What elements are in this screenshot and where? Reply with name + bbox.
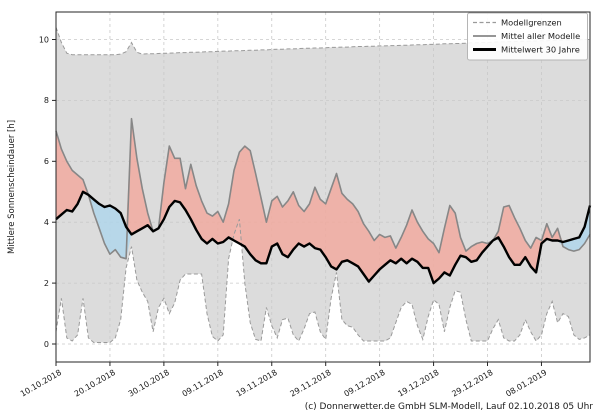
x-tick-label: 20.10.2018 — [73, 368, 117, 399]
y-tick-label: 6 — [44, 157, 49, 166]
x-tick-label: 19.11.2018 — [235, 368, 279, 399]
credit-text: (c) Donnerwetter.de GmbH SLM-Modell, Lau… — [304, 402, 593, 412]
y-axis-label: Mittlere Sonnenscheindauer [h] — [7, 120, 17, 254]
x-tick-label: 19.12.2018 — [396, 368, 440, 399]
plot-border — [55, 11, 591, 363]
line-layer — [55, 117, 592, 285]
legend-box — [467, 12, 588, 61]
x-tick-label: 30.10.2018 — [127, 368, 171, 399]
x-tick-label: 09.12.2018 — [342, 368, 386, 399]
x-tick-label: 29.12.2018 — [450, 368, 494, 399]
x-tick-label: 10.10.2018 — [19, 368, 63, 399]
y-tick-label: 4 — [44, 218, 49, 227]
legend-label: Modellgrenzen — [501, 18, 562, 28]
above-normal-fill — [56, 118, 590, 284]
y-tick-label: 2 — [44, 279, 49, 288]
x-tick-label: 09.11.2018 — [181, 368, 225, 399]
y-tick-label: 10 — [39, 35, 49, 44]
y-tick-label: 0 — [44, 340, 49, 349]
legend-label: Mittel aller Modelle — [501, 31, 580, 41]
x-tick-label: 08.01.2019 — [504, 368, 548, 399]
legend-label: Mittelwert 30 Jahre — [501, 45, 580, 55]
x-tick-label: 29.11.2018 — [289, 368, 333, 399]
model-lower-bound-line — [55, 219, 591, 343]
model-mean-line — [55, 117, 591, 260]
fill-layer — [56, 118, 590, 284]
mean-30y-line — [55, 190, 592, 285]
y-tick-label: 8 — [44, 96, 49, 105]
legend: Modellgrenzen Mittel aller Modelle Mittelw… — [467, 12, 588, 61]
